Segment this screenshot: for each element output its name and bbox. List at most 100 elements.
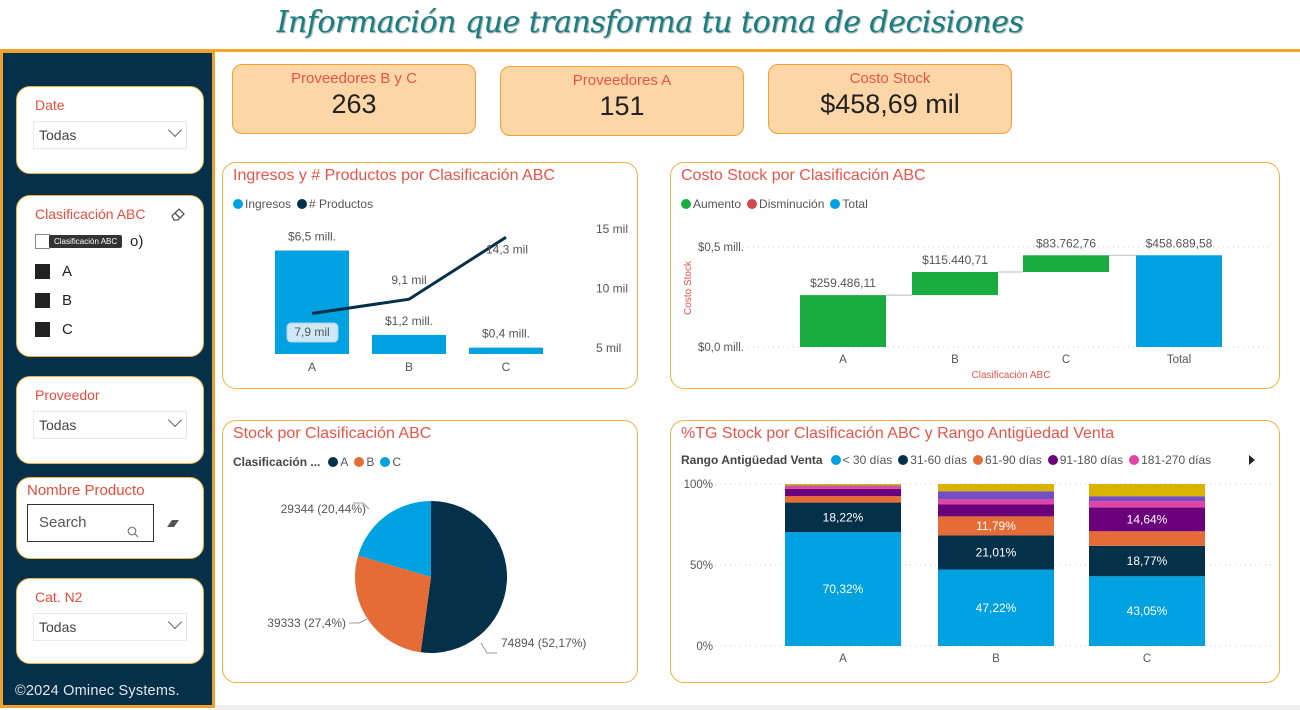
legend-dot: [1129, 455, 1140, 465]
bar-segment-C: [1089, 484, 1205, 497]
legend-label: A: [340, 455, 349, 469]
abc-option-c[interactable]: C: [35, 321, 73, 338]
data-label: $6,5 mill.: [288, 230, 336, 244]
bar-segment-B: [938, 484, 1054, 492]
legend-dot: [354, 457, 365, 467]
data-label: 21,01%: [976, 545, 1017, 559]
chart-title: %TG Stock por Clasificación ABC y Rango …: [681, 425, 1115, 442]
bar-segment-C: [1089, 501, 1205, 508]
checkbox-checked[interactable]: [35, 293, 50, 308]
legend-dot: [681, 199, 691, 209]
chart-ingresos-svg: 15 mil 10 mil 5 mil $6,5 mill. A $1,2 mill. B $…: [275, 222, 628, 374]
kpi-proveedores-byc: Proveedores B y C 263: [232, 64, 476, 134]
cat-dropdown-value: Todas: [39, 619, 77, 635]
legend-item-91-180[interactable]: 91-180 días: [1047, 453, 1124, 467]
legend-item-disminucion[interactable]: Disminución: [747, 197, 824, 211]
kpi-value: 151: [599, 91, 645, 121]
bar-segment-B: [938, 491, 1054, 500]
legend-item-b[interactable]: B: [354, 455, 374, 469]
legend-dot: [233, 199, 243, 209]
abc-option-select-all[interactable]: o): [35, 233, 143, 250]
bar-segment-C: [1089, 507, 1205, 532]
data-label: $1,2 mill.: [385, 314, 433, 328]
legend-item-181-270[interactable]: 181-270 días: [1129, 453, 1211, 467]
pie-slice-A: [420, 501, 507, 653]
pie-slice-C: [358, 501, 431, 577]
legend-label: # Productos: [309, 197, 374, 211]
chart-legend: Aumento Disminución Total: [681, 197, 874, 211]
data-label: $115.440,71: [922, 253, 988, 267]
legend-label: Aumento: [693, 197, 742, 211]
cat-dropdown[interactable]: Todas: [33, 613, 187, 641]
kpi-proveedores-a: Proveedores A 151: [500, 66, 744, 136]
data-label: 29344 (20,44%): [281, 502, 366, 516]
x-axis-tick-label: A: [839, 653, 847, 665]
checkbox-unchecked[interactable]: [35, 234, 50, 249]
y-axis-tick-label: $0,5 mill.: [698, 242, 744, 254]
legend-item-31-60[interactable]: 31-60 días: [898, 453, 967, 467]
chevron-down-icon: [167, 412, 183, 428]
leader-line: [480, 642, 497, 654]
kpi-costo-stock: Costo Stock $458,69 mil: [768, 64, 1012, 134]
pie-slice-B: [355, 555, 431, 653]
bar-segment-A: [785, 484, 901, 486]
eraser-icon[interactable]: [169, 206, 187, 226]
chart-pie-svg: 74894 (52,17%) 39333 (27,4%) 29344 (20,44%…: [267, 501, 586, 654]
abc-option-b[interactable]: B: [35, 292, 72, 309]
legend-item-productos[interactable]: # Productos: [297, 197, 373, 211]
legend-dot: [297, 199, 308, 209]
abc-option-a[interactable]: A: [35, 263, 72, 280]
data-label: 39333 (27,4%): [267, 616, 346, 630]
bar-segment-B: [938, 516, 1054, 536]
checkbox-checked[interactable]: [35, 264, 50, 279]
legend-item-aumento[interactable]: Aumento: [681, 197, 741, 211]
bar-segment-A: [785, 532, 901, 646]
chart-ingresos-productos: Ingresos y # Productos por Clasificación…: [222, 162, 638, 389]
y-axis-tick-label: $0,0 mill.: [698, 342, 744, 354]
legend-item-lt30[interactable]: < 30 días: [830, 453, 893, 467]
checkbox-checked[interactable]: [35, 322, 50, 337]
abc-option-partial-label: o): [130, 233, 144, 250]
legend-label: < 30 días: [842, 453, 893, 467]
legend-title: Clasificación ...: [233, 455, 321, 469]
chart-legend: Ingresos # Productos: [233, 197, 379, 211]
eraser-icon[interactable]: [165, 514, 181, 533]
proveedor-dropdown[interactable]: Todas: [33, 411, 187, 439]
line-productos: [311, 236, 507, 315]
slicer-nombre-title: Nombre Producto: [27, 482, 145, 499]
legend-item-total[interactable]: Total: [830, 197, 868, 211]
data-label: 18,22%: [823, 510, 864, 524]
data-label: 18,77%: [1127, 554, 1168, 568]
chart-stock-pie: Stock por Clasificación ABC Clasificació…: [222, 420, 638, 683]
legend-label: 91-180 días: [1059, 453, 1124, 467]
legend-item-ingresos[interactable]: Ingresos: [233, 197, 291, 211]
y-axis-tick-label: 100%: [684, 479, 713, 491]
legend-next-arrow-icon[interactable]: [1249, 455, 1255, 465]
data-label: 14,64%: [1127, 512, 1168, 526]
x-axis-tick-label: C: [1143, 653, 1151, 665]
date-dropdown[interactable]: Todas: [33, 121, 187, 149]
search-input[interactable]: Search: [27, 504, 154, 542]
legend-item-c[interactable]: C: [380, 455, 401, 469]
x-axis-tick-label: Total: [1167, 354, 1191, 366]
leader-line: [349, 618, 368, 624]
chart-legend: Clasificación ... A B C: [233, 455, 407, 469]
legend-item-61-90[interactable]: 61-90 días: [973, 453, 1042, 467]
bar-segment-A: [785, 486, 901, 489]
slicer-abc-title: Clasificación ABC: [35, 206, 146, 222]
legend-label: 61-90 días: [985, 453, 1042, 467]
chart-costo-stock: Costo Stock por Clasificación ABC Aument…: [670, 162, 1280, 389]
proveedor-dropdown-value: Todas: [39, 417, 77, 433]
legend-item-a[interactable]: A: [328, 455, 348, 469]
x-axis-tick-label: B: [405, 360, 413, 374]
kpi-label: Proveedores A: [572, 72, 672, 89]
bar-segment-B: [938, 504, 1054, 517]
slicer-cat-n2: Cat. N2 Todas: [16, 578, 204, 664]
legend-label: Total: [842, 197, 868, 211]
abc-option-b-label: B: [62, 292, 73, 309]
x-axis-tick-label: C: [1062, 354, 1070, 366]
abc-option-c-label: C: [62, 321, 73, 338]
y-axis-tick-label: 5 mil: [596, 341, 621, 355]
date-dropdown-value: Todas: [39, 127, 77, 143]
